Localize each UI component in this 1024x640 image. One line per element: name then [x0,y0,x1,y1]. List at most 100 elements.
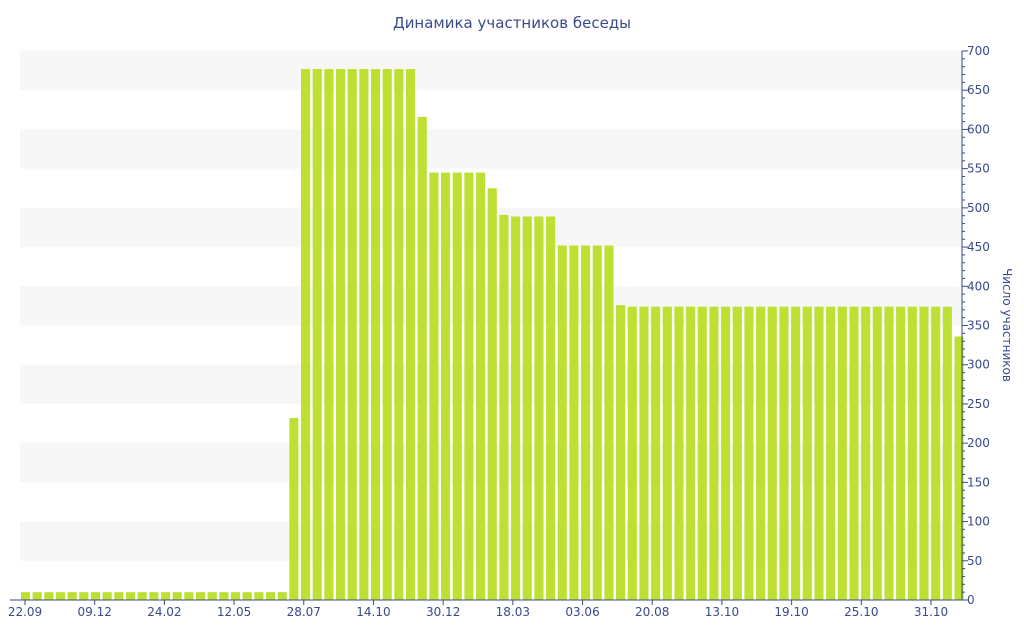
bar [651,306,661,600]
x-tick-label: 22.09 [8,605,42,619]
bar [826,306,836,600]
y-tick-label: 600 [967,122,990,136]
bar [931,306,941,600]
bar [125,592,136,600]
bar [20,592,31,600]
bar [347,69,357,600]
bar [195,592,206,600]
bar [464,172,474,601]
x-tick-label: 09.12 [78,605,112,619]
bar [289,418,299,600]
bar [546,216,556,600]
y-tick-label: 50 [967,554,982,568]
y-tick-label: 400 [967,279,990,293]
bar [569,245,579,600]
bar [756,306,766,600]
bar [837,306,847,600]
bar [324,69,334,600]
bar [487,188,497,600]
bar [954,336,964,600]
bar [791,306,801,600]
bar [160,592,171,600]
bar [55,592,66,600]
chart-title: Динамика участников беседы [393,14,631,32]
bar [184,592,194,600]
y-tick-label: 200 [967,436,990,450]
y-tick-label: 100 [967,515,990,529]
bar [942,306,952,600]
bar [441,172,451,601]
bar [382,69,392,600]
bar [417,116,427,600]
x-tick-label: 13.10 [705,605,739,619]
bar [476,172,486,601]
x-tick-label: 30.12 [426,605,460,619]
bar [627,306,637,600]
bar [616,305,626,600]
y-tick-label: 150 [967,475,990,489]
bar [767,306,777,600]
bar [721,306,731,600]
y-tick-label: 350 [967,319,990,333]
grid-band [20,129,962,169]
axes: 0 50 100 150 200 250 300 350 400 450 500 550 600 650 7… [8,44,990,619]
y-tick-label: 650 [967,83,990,97]
bar [861,306,871,600]
bar [219,592,229,600]
bar [102,592,112,600]
bar [534,216,544,600]
bar [896,306,906,600]
bar [312,69,322,600]
y-tick-label: 500 [967,201,990,215]
y-tick-label: 550 [967,162,990,176]
bar [884,306,894,600]
bar [406,69,416,600]
y-axis-label: Число участников [1000,268,1014,382]
x-tick-label: 31.10 [914,605,948,619]
bar [499,214,509,600]
bar [452,172,462,601]
x-tick-label: 12.05 [217,605,251,619]
bar [522,216,532,600]
bar [639,306,649,600]
bar [242,592,252,600]
bar [44,592,54,600]
y-tick-label: 0 [967,593,975,607]
grid-band [20,51,962,91]
bar [394,69,404,600]
bar [849,306,859,600]
y-tick-label: 700 [967,44,990,58]
y-tick-label: 250 [967,397,990,411]
bar [674,306,684,600]
bar [265,592,276,600]
x-tick-label: 14.10 [356,605,390,619]
bar [277,592,287,600]
bar [90,592,101,600]
x-tick-label: 18.03 [496,605,530,619]
bar [137,592,147,600]
x-tick-label: 24.02 [147,605,181,619]
bar [557,245,567,600]
bar [709,306,719,600]
bar [149,592,159,600]
bar [744,306,754,600]
bar [230,592,241,600]
bar [872,306,882,600]
x-tick-label: 25.10 [844,605,878,619]
bar [802,306,812,600]
bar [511,216,521,600]
bar [79,592,89,600]
bar [732,306,742,600]
bar [697,306,707,600]
y-tick-label: 300 [967,358,990,372]
bar [207,592,217,600]
x-tick-label: 19.10 [774,605,808,619]
bar [300,69,311,600]
bar [254,592,264,600]
bar [592,245,602,600]
bar [359,69,369,600]
bar [779,306,789,600]
x-tick-label: 28.07 [287,605,321,619]
